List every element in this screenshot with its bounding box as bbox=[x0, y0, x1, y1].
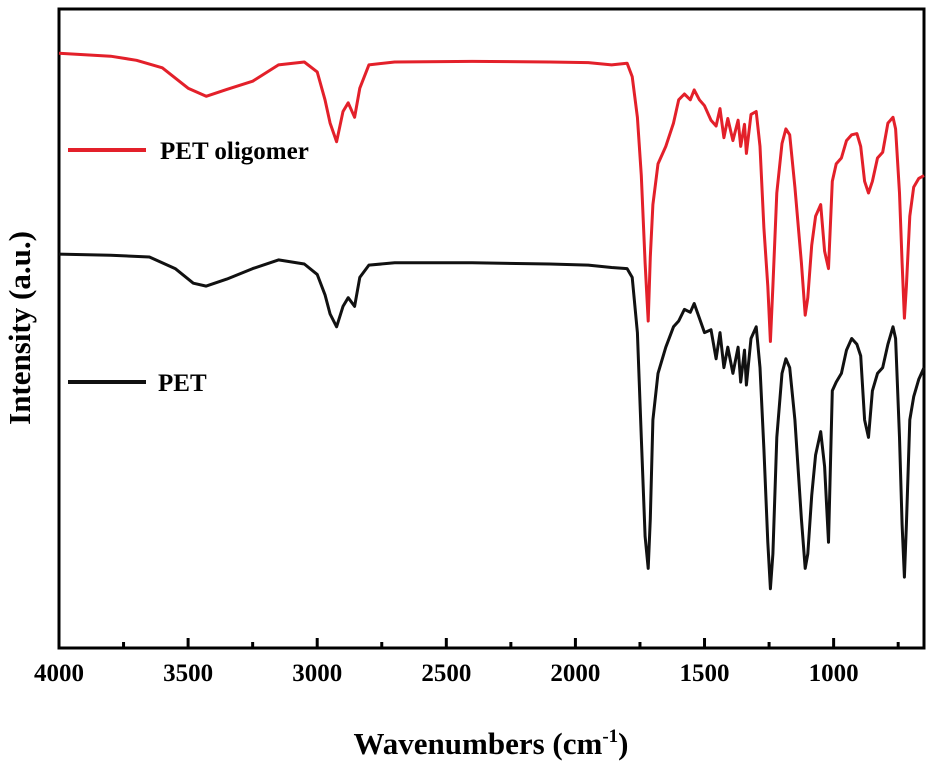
x-tick-label-2000: 2000 bbox=[550, 660, 600, 687]
x-axis-title: Wavenumbers (cm-1) bbox=[354, 726, 629, 761]
legend-label-pet-oligomer: PET oligomer bbox=[160, 138, 309, 165]
legend-label-pet: PET bbox=[158, 370, 207, 397]
x-axis-title-main: Wavenumbers (cm bbox=[354, 726, 603, 761]
x-axis-title-close: ) bbox=[618, 726, 628, 761]
x-tick-label-1500: 1500 bbox=[680, 660, 730, 687]
legend-entry-pet-oligomer: PET oligomer bbox=[68, 138, 309, 165]
x-tick-label-2500: 2500 bbox=[421, 660, 471, 687]
x-axis-ticks: 4000 3500 3000 2500 2000 1500 1000 bbox=[34, 638, 900, 687]
x-tick-label-3000: 3000 bbox=[292, 660, 342, 687]
plot-frame bbox=[57, 7, 926, 650]
x-tick-label-4000: 4000 bbox=[34, 660, 84, 687]
x-axis-title-superscript: -1 bbox=[602, 726, 618, 747]
x-tick-label-1000: 1000 bbox=[809, 660, 859, 687]
series-line-pet-oligomer bbox=[58, 51, 925, 343]
series-line-pet bbox=[58, 252, 926, 591]
x-tick-label-3500: 3500 bbox=[163, 660, 213, 687]
series-layer bbox=[58, 51, 926, 591]
y-axis-title: Intensity (a.u.) bbox=[2, 231, 37, 425]
legend-entry-pet: PET bbox=[68, 370, 207, 397]
